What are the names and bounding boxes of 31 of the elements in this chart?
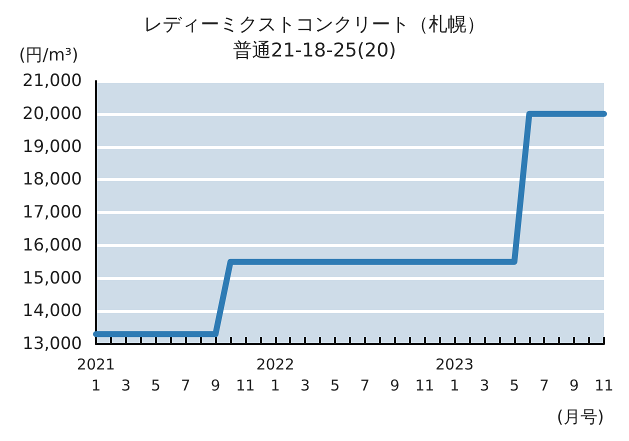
y-tick-label: 19,000	[22, 136, 82, 157]
x-tick-label: 7	[180, 376, 190, 394]
x-tick-label: 2021 1	[76, 356, 116, 394]
chart-subtitle: 普通21-18-25(20)	[232, 40, 396, 62]
x-tick-label: 9	[569, 376, 579, 394]
x-tick-label: 5	[330, 376, 340, 394]
x-tick-label: 11	[236, 376, 255, 394]
chart-title: レディーミクストコンクリート（札幌）	[144, 14, 486, 36]
x-tick-label: 7	[360, 376, 370, 394]
x-tick-label: 3	[300, 376, 310, 394]
y-tick-label: 13,000	[22, 334, 82, 354]
y-tick-label: 15,000	[22, 268, 82, 288]
x-axis-title: (月号)	[556, 408, 604, 428]
x-tick-label: 3	[480, 376, 490, 394]
x-tick-label: 5	[150, 376, 161, 394]
x-tick-label: 2022 1	[256, 356, 294, 394]
x-tick-label: 11	[594, 376, 614, 394]
y-tick-label: 20,000	[22, 104, 82, 124]
y-tick-label: 16,000	[22, 235, 82, 256]
y-tick-label: 18,000	[22, 170, 82, 190]
x-tick-label: 9	[210, 376, 220, 394]
x-tick-label: 5	[510, 376, 520, 394]
x-tick-label: 2023 1	[435, 356, 474, 394]
x-tick-label: 7	[539, 376, 550, 394]
y-axis-title: (円/m³)	[19, 46, 78, 66]
x-tick-label: 11	[415, 376, 434, 394]
y-tick-label: 17,000	[22, 202, 82, 222]
y-tick-label: 21,000	[22, 71, 82, 91]
x-tick-label: 3	[121, 376, 131, 394]
x-tick-label: 9	[390, 376, 400, 394]
y-tick-label: 14,000	[22, 301, 82, 322]
